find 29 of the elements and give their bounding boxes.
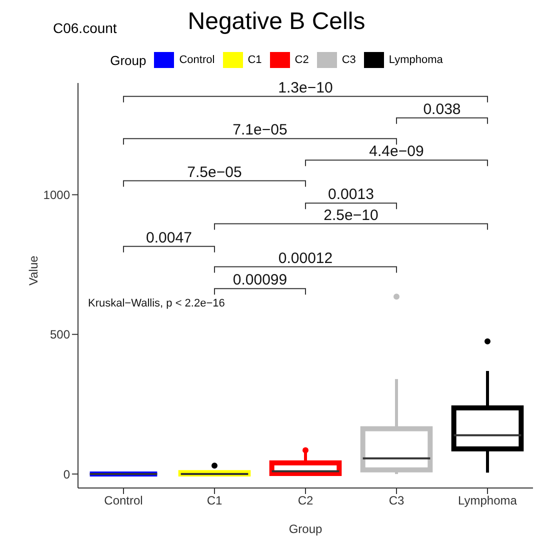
y-tick-label: 500 [50,328,70,342]
legend-label: C1 [248,54,262,66]
annotation: 7.5e−05 [187,164,242,181]
legend-label: Control [179,54,215,66]
annotation: 4.4e−09 [369,143,424,160]
annotation: 0.038 [423,100,461,118]
x-tick-label: Control [104,494,143,508]
x-tick-label: C3 [388,494,404,508]
annotation: 7.1e−05 [232,122,288,139]
chart-subtitle: C06.count [53,20,117,36]
x-tick-label: Lymphoma [458,494,518,508]
legend-label: C3 [342,54,356,66]
legend-title: Group [110,52,146,68]
annotation: 0.0047 [146,229,192,246]
y-axis-title: Value [26,255,40,286]
y-tick-label: 1000 [43,188,70,202]
annotation: 1.3e−10 [278,79,333,96]
chart-title: Negative B Cells [188,8,366,35]
annotation: 0.0013 [328,186,374,204]
y-tick-label: 0 [63,467,70,482]
annotation: 0.00012 [278,250,333,267]
legend-label: Lymphoma [388,54,443,66]
x-tick-label: C1 [206,494,222,508]
annotation: Kruskal−Wallis, p < 2.2e−16 [88,298,225,310]
legend-label: C2 [294,54,309,66]
x-tick-label: C2 [298,494,314,508]
x-axis-title: Group [288,522,322,536]
annotation: 0.00099 [232,272,288,289]
annotation: 2.5e−10 [324,206,378,224]
